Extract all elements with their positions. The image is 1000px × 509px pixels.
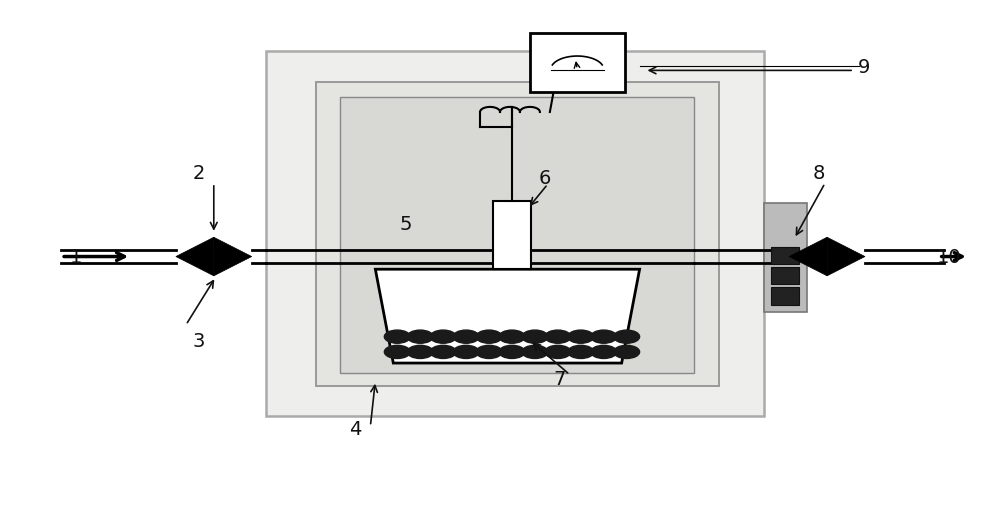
- Bar: [266, 52, 764, 416]
- Text: 4: 4: [349, 419, 362, 439]
- Circle shape: [545, 346, 571, 359]
- Bar: [771, 268, 799, 285]
- Circle shape: [430, 330, 456, 344]
- Polygon shape: [375, 270, 640, 363]
- Circle shape: [545, 330, 571, 344]
- Polygon shape: [176, 238, 214, 276]
- Text: 5: 5: [399, 215, 412, 234]
- Text: 1: 1: [70, 247, 82, 267]
- Text: 9: 9: [858, 58, 870, 77]
- Text: 8: 8: [813, 164, 825, 183]
- Bar: [316, 82, 719, 386]
- Bar: [530, 34, 625, 93]
- Circle shape: [476, 346, 502, 359]
- Text: 10: 10: [936, 247, 961, 267]
- Circle shape: [384, 330, 410, 344]
- Circle shape: [384, 346, 410, 359]
- Circle shape: [407, 330, 433, 344]
- Polygon shape: [789, 238, 827, 276]
- Circle shape: [476, 330, 502, 344]
- Circle shape: [407, 346, 433, 359]
- Circle shape: [591, 346, 617, 359]
- Circle shape: [499, 330, 525, 344]
- Circle shape: [614, 346, 640, 359]
- Circle shape: [453, 346, 479, 359]
- Bar: [771, 288, 799, 305]
- Polygon shape: [214, 238, 252, 276]
- Bar: [771, 247, 799, 265]
- Bar: [493, 202, 531, 270]
- Text: 2: 2: [193, 164, 205, 183]
- Circle shape: [430, 346, 456, 359]
- Bar: [340, 98, 694, 374]
- Circle shape: [453, 330, 479, 344]
- Text: 6: 6: [539, 169, 551, 188]
- Circle shape: [499, 346, 525, 359]
- Circle shape: [568, 346, 594, 359]
- Circle shape: [591, 330, 617, 344]
- Circle shape: [568, 330, 594, 344]
- Text: 3: 3: [193, 331, 205, 350]
- Bar: [764, 204, 807, 313]
- Circle shape: [522, 330, 548, 344]
- Text: 7: 7: [554, 369, 566, 388]
- Polygon shape: [827, 238, 865, 276]
- Circle shape: [522, 346, 548, 359]
- Circle shape: [614, 330, 640, 344]
